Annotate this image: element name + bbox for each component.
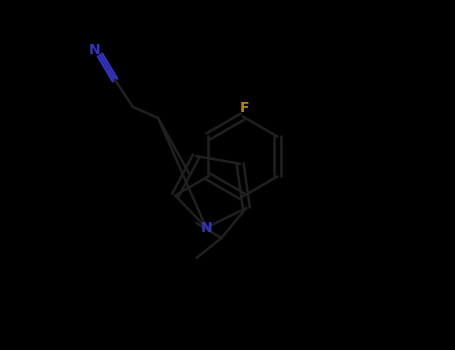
Text: F: F <box>240 102 249 116</box>
Text: N: N <box>200 220 212 234</box>
Text: N: N <box>89 43 101 57</box>
